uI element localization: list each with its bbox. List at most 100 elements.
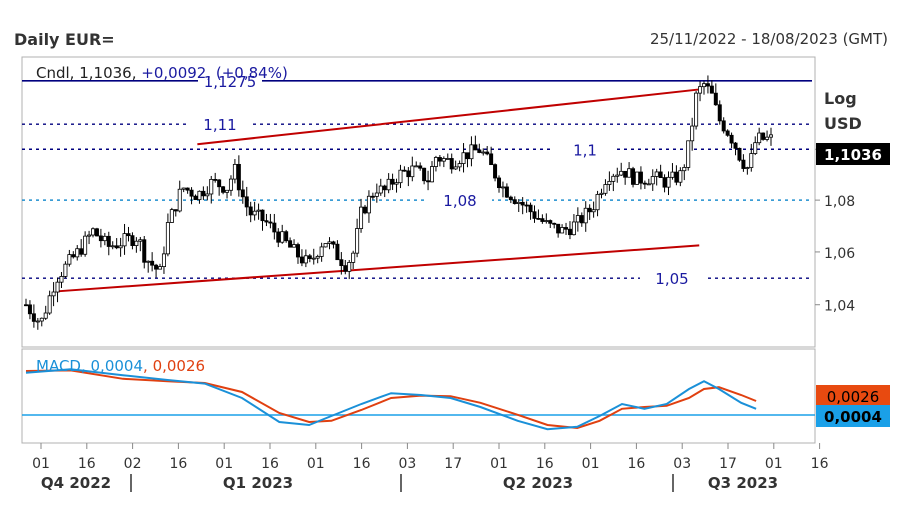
candle-body — [248, 206, 253, 216]
level-label-bg — [553, 140, 617, 159]
candle-body — [532, 211, 537, 219]
candle-body — [79, 248, 84, 255]
candle-body — [485, 151, 490, 155]
candle-body — [465, 152, 470, 160]
candle-body — [418, 165, 423, 169]
x-tick-label: 01 — [32, 456, 50, 472]
signal-value-label: 0,0026 — [827, 388, 880, 406]
level-label: 1,05 — [655, 270, 688, 288]
chart-title: Daily EUR= — [14, 30, 115, 49]
candle-body — [315, 256, 320, 259]
candle-body — [461, 152, 466, 164]
candle-body — [445, 158, 450, 160]
x-tick-label: 16 — [536, 456, 554, 472]
x-tick-label: 03 — [398, 456, 416, 472]
candle-body — [528, 204, 533, 213]
candle-body — [524, 204, 529, 207]
candle-body — [63, 263, 68, 277]
candle-body — [382, 185, 387, 191]
candle-body — [607, 180, 612, 185]
candle-body — [603, 184, 608, 194]
candle-body — [130, 235, 135, 246]
candle-body — [398, 169, 403, 184]
candle-body — [698, 86, 703, 94]
candle-body — [426, 180, 431, 183]
macd-series-line — [25, 368, 757, 431]
candle-body — [39, 317, 44, 322]
candle-body — [729, 134, 734, 144]
candle-body — [690, 125, 695, 142]
last-price-label: 1,1036 — [824, 146, 882, 164]
candle-body — [477, 149, 482, 153]
candle-body — [406, 170, 411, 178]
candle-body — [705, 83, 710, 87]
candle-body — [158, 266, 163, 270]
candle-body — [362, 206, 367, 214]
candle-body — [733, 142, 738, 149]
candle-body — [91, 228, 96, 236]
candle-body — [591, 209, 596, 213]
candle-body — [98, 235, 103, 242]
candle-body — [280, 231, 285, 243]
candle-body — [252, 210, 257, 216]
candle-body — [457, 163, 462, 168]
candle-body — [402, 169, 407, 172]
y-tick-label: 1,06 — [824, 246, 855, 262]
candle-body — [378, 185, 383, 194]
candle-body — [303, 255, 308, 264]
axis-currency-label: USD — [824, 114, 862, 133]
candle-body — [765, 136, 770, 140]
candle-body — [272, 222, 277, 233]
candle-body — [355, 228, 360, 254]
candle-body — [307, 255, 312, 259]
candle-body — [327, 241, 332, 244]
candle-body — [370, 195, 375, 198]
candle-body — [650, 176, 655, 185]
candle-body — [343, 265, 348, 272]
candle-body — [217, 179, 222, 188]
candle-body — [394, 182, 399, 185]
level-label-bg — [198, 71, 262, 90]
candle-body — [599, 192, 604, 195]
candle-body — [319, 246, 324, 257]
candle-body — [631, 168, 636, 185]
quarter-label: Q4 2022 — [41, 474, 111, 492]
candle-body — [205, 193, 210, 197]
candle-body — [193, 195, 198, 201]
candle-body — [536, 218, 541, 220]
candle-body — [717, 104, 722, 122]
candle-body — [638, 171, 643, 184]
quarter-label: Q1 2023 — [223, 474, 293, 492]
candle-body — [374, 192, 379, 197]
candle-body — [331, 241, 336, 245]
candle-body — [619, 170, 624, 176]
candle-body — [508, 196, 513, 201]
candle-body — [615, 174, 620, 177]
candle-body — [75, 248, 80, 258]
candle-body — [540, 218, 545, 222]
candle-body — [662, 177, 667, 188]
candle-body — [670, 171, 675, 178]
candle-body — [410, 165, 415, 178]
candle-body — [571, 221, 576, 236]
x-tick-label: 03 — [673, 456, 691, 472]
candle-body — [611, 175, 616, 182]
candle-body — [311, 257, 316, 260]
candle-body — [185, 187, 190, 191]
candle-body — [122, 233, 127, 247]
price-legend: Cndl, 1,1036, +0,0092, (+0,84%) — [36, 64, 288, 82]
candle-body — [414, 165, 419, 168]
x-tick-label: 01 — [765, 456, 783, 472]
candle-body — [236, 163, 241, 191]
candle-body — [473, 144, 478, 151]
candle-body — [595, 194, 600, 211]
candle-body — [567, 228, 572, 236]
level-label-bg — [188, 115, 252, 134]
macd-series-line — [25, 369, 757, 430]
quarter-label: Q3 2023 — [708, 474, 778, 492]
candle-body — [154, 264, 159, 270]
candle-body — [694, 92, 699, 127]
candle-body — [579, 215, 584, 224]
candle-body — [481, 151, 486, 154]
